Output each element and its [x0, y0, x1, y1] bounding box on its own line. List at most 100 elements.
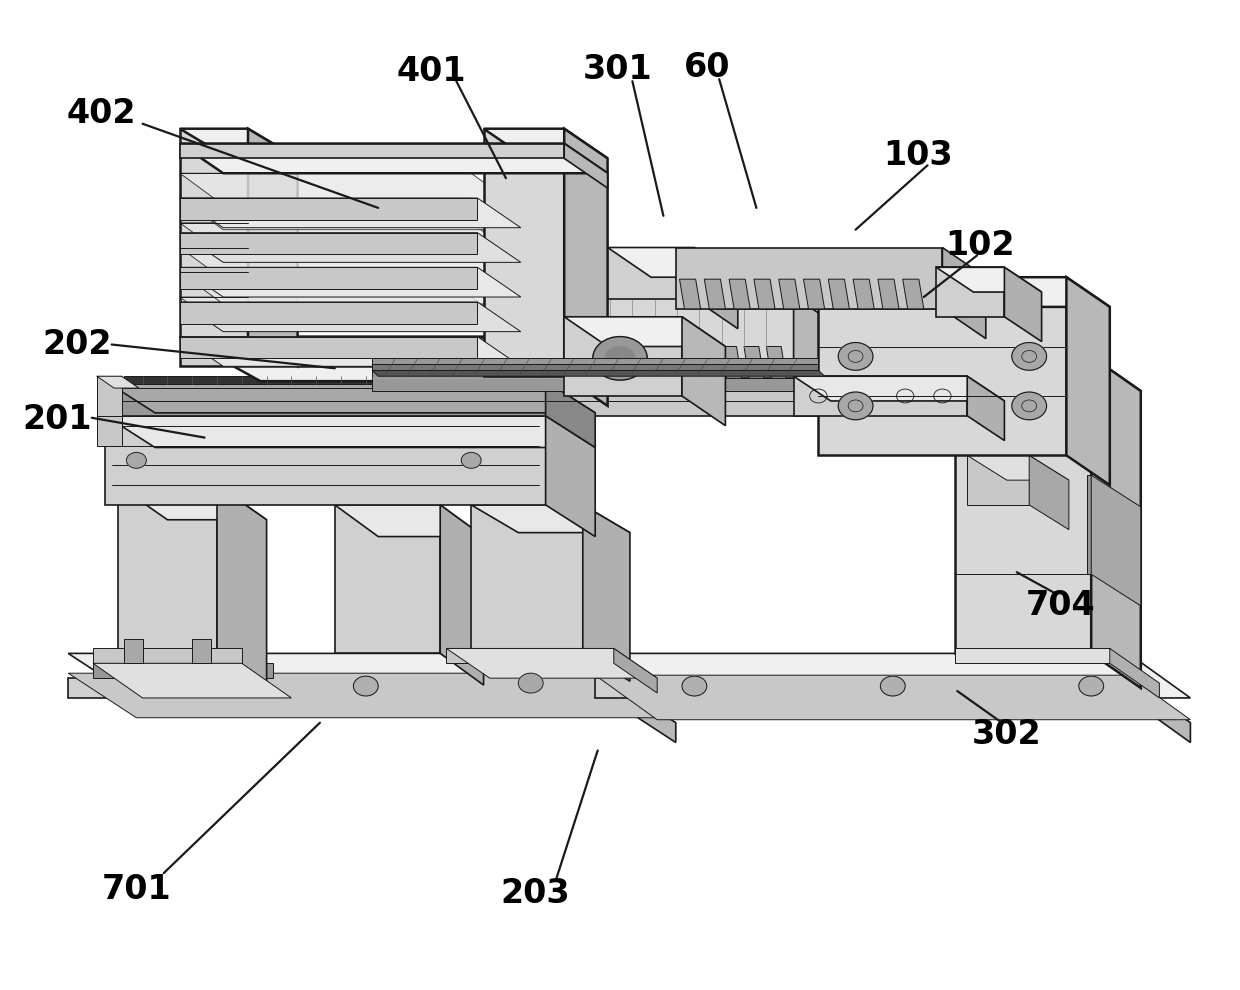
- Circle shape: [149, 676, 174, 696]
- Circle shape: [682, 676, 707, 696]
- Polygon shape: [124, 639, 143, 663]
- Polygon shape: [680, 279, 701, 309]
- Circle shape: [838, 343, 873, 370]
- Circle shape: [1012, 343, 1047, 370]
- Polygon shape: [955, 648, 1110, 663]
- Polygon shape: [1087, 475, 1091, 574]
- Polygon shape: [676, 279, 986, 309]
- Circle shape: [605, 346, 635, 370]
- Text: 103: 103: [883, 139, 952, 172]
- Polygon shape: [682, 317, 725, 426]
- Circle shape: [1079, 676, 1104, 696]
- Polygon shape: [446, 648, 614, 663]
- Polygon shape: [446, 648, 657, 678]
- Text: 704: 704: [1025, 589, 1095, 623]
- Polygon shape: [564, 144, 608, 188]
- Polygon shape: [124, 376, 521, 384]
- Polygon shape: [484, 129, 608, 158]
- Polygon shape: [105, 381, 546, 416]
- Text: 102: 102: [945, 229, 1014, 262]
- Polygon shape: [180, 267, 477, 289]
- Polygon shape: [180, 337, 484, 366]
- Polygon shape: [105, 416, 546, 505]
- Polygon shape: [97, 376, 139, 388]
- Polygon shape: [967, 455, 1069, 480]
- Polygon shape: [677, 346, 697, 378]
- Polygon shape: [1004, 267, 1042, 342]
- Polygon shape: [372, 370, 825, 376]
- Polygon shape: [610, 346, 630, 378]
- Polygon shape: [180, 129, 248, 337]
- Polygon shape: [335, 505, 484, 537]
- Circle shape: [838, 392, 873, 420]
- Polygon shape: [729, 279, 750, 309]
- Polygon shape: [248, 129, 298, 366]
- Polygon shape: [180, 337, 564, 381]
- Polygon shape: [105, 381, 942, 416]
- Polygon shape: [97, 416, 122, 446]
- Polygon shape: [372, 364, 942, 391]
- Text: 201: 201: [22, 403, 92, 437]
- Polygon shape: [471, 505, 583, 653]
- Polygon shape: [779, 279, 800, 309]
- Polygon shape: [93, 663, 273, 678]
- Polygon shape: [180, 144, 608, 173]
- Polygon shape: [68, 653, 676, 698]
- Polygon shape: [180, 248, 515, 279]
- Text: 401: 401: [397, 54, 466, 88]
- Polygon shape: [68, 678, 608, 698]
- Polygon shape: [903, 279, 924, 309]
- Polygon shape: [372, 358, 818, 364]
- Polygon shape: [1128, 678, 1190, 742]
- Polygon shape: [942, 248, 986, 339]
- Polygon shape: [1029, 455, 1069, 530]
- Polygon shape: [853, 279, 874, 309]
- Polygon shape: [936, 267, 1042, 292]
- Text: 203: 203: [501, 877, 570, 911]
- Polygon shape: [105, 381, 595, 413]
- Polygon shape: [335, 505, 440, 653]
- Polygon shape: [180, 198, 477, 220]
- Polygon shape: [632, 346, 652, 378]
- Text: 402: 402: [67, 97, 136, 131]
- Polygon shape: [722, 346, 742, 378]
- Circle shape: [1012, 392, 1047, 420]
- Polygon shape: [564, 317, 725, 346]
- Polygon shape: [878, 279, 899, 309]
- Polygon shape: [68, 673, 676, 718]
- Polygon shape: [655, 346, 675, 378]
- Polygon shape: [583, 505, 630, 681]
- Polygon shape: [744, 346, 764, 378]
- Polygon shape: [564, 129, 608, 406]
- Polygon shape: [804, 279, 825, 309]
- Polygon shape: [595, 678, 1128, 698]
- Polygon shape: [699, 346, 719, 378]
- Polygon shape: [704, 279, 725, 309]
- Polygon shape: [192, 639, 211, 663]
- Polygon shape: [1066, 277, 1110, 485]
- Polygon shape: [1091, 356, 1141, 688]
- Polygon shape: [180, 129, 298, 158]
- Polygon shape: [676, 248, 942, 309]
- Polygon shape: [217, 485, 267, 688]
- Polygon shape: [828, 279, 849, 309]
- Polygon shape: [955, 356, 1141, 391]
- Polygon shape: [595, 653, 1190, 698]
- Polygon shape: [608, 248, 694, 299]
- Polygon shape: [105, 381, 992, 413]
- Text: 202: 202: [42, 328, 112, 361]
- Text: 302: 302: [972, 718, 1042, 751]
- Polygon shape: [372, 379, 961, 389]
- Polygon shape: [967, 455, 1029, 505]
- Polygon shape: [180, 267, 521, 297]
- Polygon shape: [595, 675, 1190, 720]
- Polygon shape: [118, 485, 267, 520]
- Polygon shape: [614, 648, 657, 693]
- Circle shape: [518, 673, 543, 693]
- Text: 60: 60: [683, 50, 730, 84]
- Circle shape: [593, 337, 647, 380]
- Polygon shape: [754, 279, 775, 309]
- Polygon shape: [105, 416, 595, 447]
- Polygon shape: [180, 223, 515, 254]
- Text: 301: 301: [583, 52, 652, 86]
